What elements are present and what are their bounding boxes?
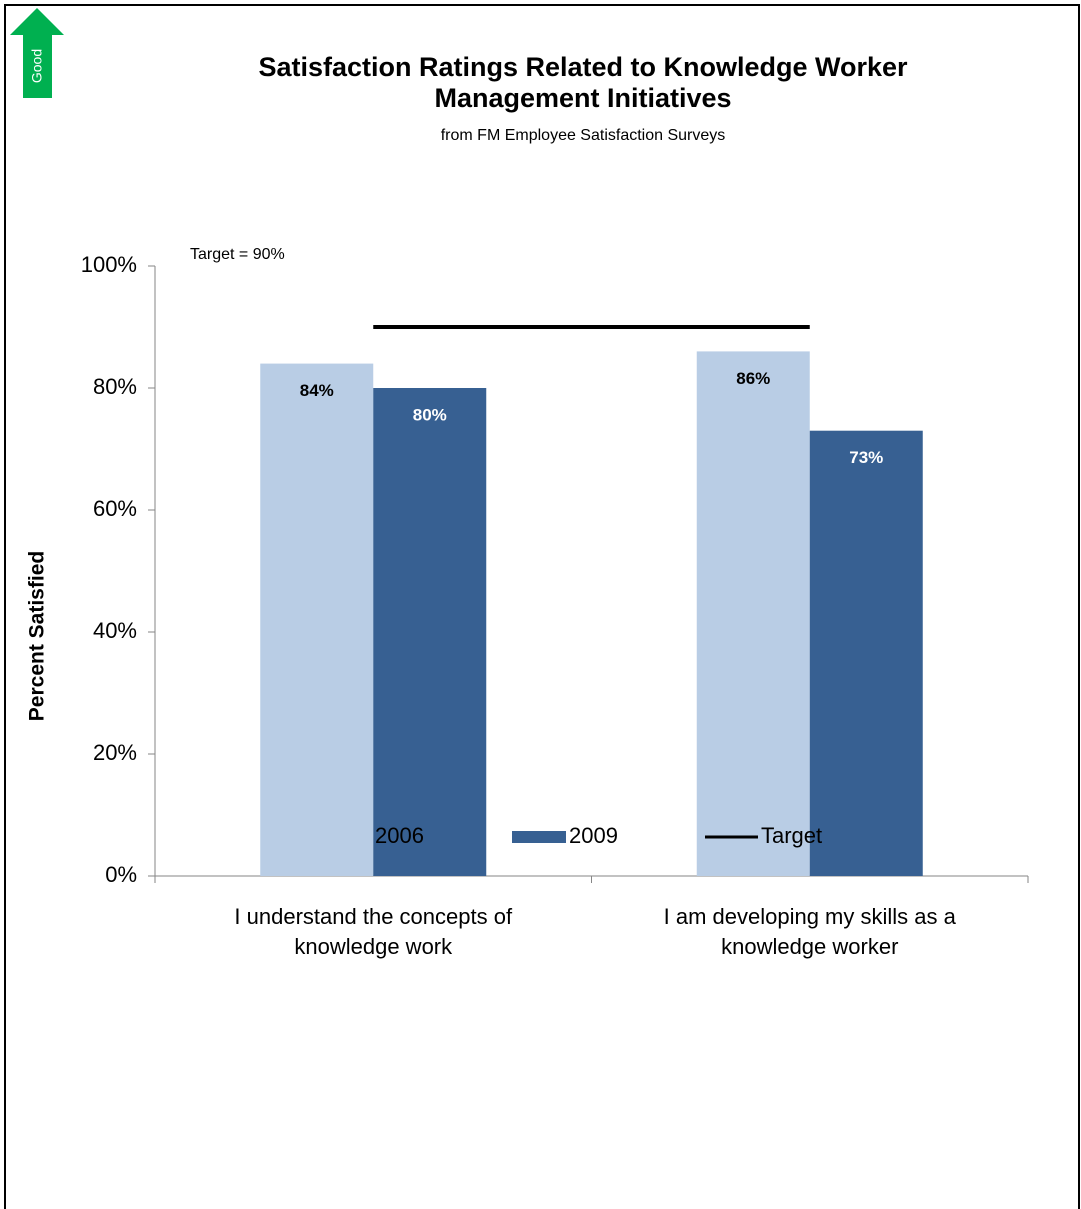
legend-label: 2006 [375,823,424,848]
y-tick-label: 40% [93,618,137,643]
x-tick-label: I am developing my skills as a knowledge… [663,904,956,959]
frame [4,4,1080,1209]
y-tick-label: 100% [81,252,137,277]
chart-title: Satisfaction Ratings Related to Knowledg… [258,52,908,113]
data-label: 84% [300,381,334,400]
y-tick-label: 80% [93,374,137,399]
y-axis-title: Percent Satisfied [26,551,49,721]
badge: Good [29,49,45,83]
chart-subtitle: from FM Employee Satisfaction Surveys [440,127,726,144]
data-label: 86% [736,369,770,388]
bar [373,388,487,876]
y-tick-label: 20% [93,740,137,765]
legend-label: 2009 [569,823,618,848]
x-tick-label: I understand the concepts of knowledge w… [234,904,513,959]
bar [696,351,810,876]
bar [260,363,374,877]
annotation: Target = 90% [190,246,285,263]
y-tick-label: 0% [105,862,137,887]
bar [809,430,923,876]
data-label: 80% [413,405,447,424]
legend-label: Target [761,823,822,848]
data-label: 73% [849,448,883,467]
y-tick-label: 60% [93,496,137,521]
good-arrow [10,8,64,98]
legend-swatch [348,831,372,843]
legend-swatch [512,831,566,843]
